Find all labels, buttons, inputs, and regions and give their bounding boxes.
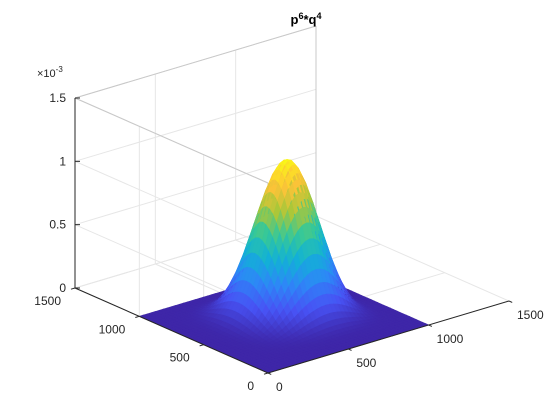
z-tick-label: 0 (59, 281, 66, 295)
y-tick-label: 500 (170, 351, 190, 365)
x-tick-label: 500 (356, 356, 376, 370)
y-axis-line (74, 287, 269, 374)
surface-plot (138, 159, 430, 374)
box-edge (74, 97, 269, 184)
y-tick (70, 287, 76, 290)
grid-line-floor-x (315, 215, 510, 302)
chart-title: p6*q4 (291, 11, 322, 27)
z-exponent-label: ×10-3 (37, 65, 63, 80)
x-tick (508, 300, 513, 303)
y-tick (135, 315, 140, 319)
grid-line-wall-z (74, 152, 317, 226)
grid-line-wall-z (74, 88, 317, 162)
y-tick-label: 0 (247, 379, 254, 393)
grid-line-wall-z (74, 160, 269, 247)
x-tick (267, 372, 272, 375)
z-tick-label: 1.5 (49, 91, 66, 105)
z-tick-label: 1 (59, 154, 66, 168)
y-tick-label: 1000 (99, 322, 126, 336)
y-tick (263, 372, 269, 375)
x-tick (348, 348, 352, 351)
y-tick-label: 1500 (34, 294, 61, 308)
x-tick-label: 1000 (437, 332, 464, 346)
x-tick-label: 0 (276, 380, 283, 394)
x-axis-line (267, 300, 510, 374)
x-tick (428, 324, 433, 327)
x-tick-label: 1500 (517, 308, 544, 322)
z-tick-label: 0.5 (49, 218, 66, 232)
y-tick (199, 344, 204, 347)
box-edge (74, 25, 317, 99)
